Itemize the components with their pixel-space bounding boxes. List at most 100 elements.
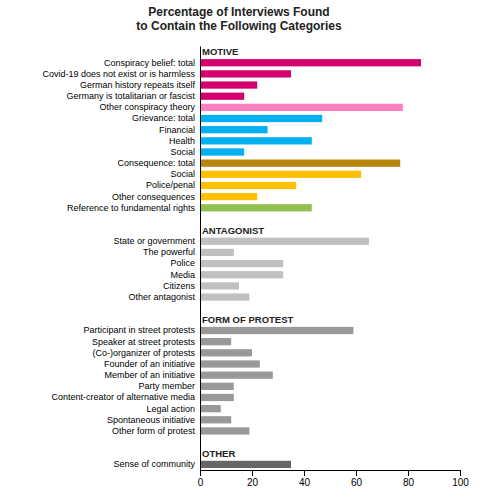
- y-tick: Member of an initiative: [104, 370, 200, 380]
- y-tick-label: Covid-19 does not exist or is harmless: [42, 69, 195, 79]
- bar: [200, 271, 283, 278]
- x-tick-mark: [200, 470, 201, 476]
- bar: [200, 70, 291, 77]
- y-tick-label: Grievance: total: [132, 113, 195, 123]
- y-tick-label: Sense of community: [113, 459, 195, 469]
- y-tick: Content-creator of alternative media: [51, 392, 200, 402]
- bar: [200, 260, 283, 267]
- y-tick: Covid-19 does not exist or is harmless: [42, 69, 200, 79]
- y-tick: Other antagonist: [128, 292, 200, 302]
- bar: [200, 282, 239, 289]
- y-tick: Other consequences: [112, 192, 200, 202]
- headers: MOTIVEANTAGONISTFORM OF PROTESTOTHER: [202, 46, 294, 459]
- x-tick-mark: [252, 470, 253, 476]
- bar: [200, 416, 231, 423]
- bar: [200, 160, 400, 167]
- x-tick-mark: [408, 470, 409, 476]
- bar: [200, 383, 234, 390]
- y-tick: Conspiracy belief: total: [104, 58, 200, 68]
- bar: [200, 59, 421, 66]
- x-tick-label: 80: [403, 477, 415, 488]
- section-header: ANTAGONIST: [202, 225, 264, 236]
- y-tick-label: Health: [169, 136, 195, 146]
- x-tick-mark: [356, 470, 357, 476]
- plot: 0 20 40 60 80 100 Conspiracy belief: totalCovi…: [42, 46, 469, 488]
- y-axis-line: [200, 47, 201, 471]
- y-tick-label: Spontaneous initiative: [107, 415, 195, 425]
- x-tick-label: 100: [452, 477, 469, 488]
- bar: [200, 394, 234, 401]
- bar: [200, 193, 257, 200]
- section-header: OTHER: [202, 448, 235, 459]
- y-tick: Sense of community: [113, 459, 200, 469]
- bar: [200, 204, 312, 211]
- bar: [200, 171, 361, 178]
- chart: Percentage of Interviews Foundto Contain…: [0, 0, 478, 500]
- y-tick: Grievance: total: [132, 113, 200, 123]
- bar: [200, 405, 221, 412]
- y-tick: Health: [169, 136, 200, 146]
- x-tick-label: 0: [198, 477, 204, 488]
- y-tick-label: Member of an initiative: [104, 370, 195, 380]
- title-line: to Contain the Following Categories: [136, 19, 342, 33]
- y-tick: Media: [170, 270, 200, 280]
- y-tick-label: (Co-)organizer of protests: [92, 348, 195, 358]
- y-tick-label: Social: [170, 147, 195, 157]
- y-tick: Police/penal: [146, 180, 200, 190]
- y-tick-label: Social: [170, 169, 195, 179]
- bar: [200, 137, 312, 144]
- y-tick: Social: [170, 147, 200, 157]
- y-tick-label: Other antagonist: [128, 292, 195, 302]
- y-tick: State or government: [113, 236, 200, 246]
- y-tick-label: German history repeats itself: [80, 80, 196, 90]
- y-tick-label: Conspiracy belief: total: [104, 58, 195, 68]
- bar: [200, 104, 403, 111]
- y-tick: Social: [170, 169, 200, 179]
- bar: [200, 115, 322, 122]
- y-tick: Police: [170, 258, 200, 268]
- y-tick-label: Reference to fundamental rights: [67, 203, 196, 213]
- y-tick: German history repeats itself: [80, 80, 200, 90]
- y-tick-label: Party member: [138, 381, 195, 391]
- bar: [200, 461, 291, 468]
- bar: [200, 249, 234, 256]
- x-tick: 80: [403, 470, 415, 488]
- x-tick: 60: [351, 470, 363, 488]
- y-tick: Participant in street protests: [83, 325, 200, 335]
- title-line: Percentage of Interviews Found: [148, 5, 329, 19]
- title: Percentage of Interviews Foundto Contain…: [136, 5, 342, 33]
- y-tick-label: Police: [170, 258, 195, 268]
- y-tick-label: Citizens: [163, 281, 196, 291]
- bar: [200, 182, 296, 189]
- x-tick: 0: [198, 470, 204, 488]
- y-tick: Party member: [138, 381, 200, 391]
- x-tick-mark: [304, 470, 305, 476]
- bar: [200, 349, 252, 356]
- y-tick-label: The powerful: [143, 247, 195, 257]
- bar: [200, 126, 268, 133]
- y-tick-label: Legal action: [146, 404, 195, 414]
- y-tick: Other conspiracy theory: [99, 102, 200, 112]
- y-tick: Financial: [159, 125, 200, 135]
- y-tick-label: Content-creator of alternative media: [51, 392, 195, 402]
- y-tick: Speaker at street protests: [92, 337, 200, 347]
- bar: [200, 293, 249, 300]
- y-tick: Founder of an initiative: [104, 359, 200, 369]
- y-tick-label: State or government: [113, 236, 195, 246]
- y-tick-label: Financial: [159, 125, 195, 135]
- x-tick-label: 40: [299, 477, 311, 488]
- x-tick-label: 20: [247, 477, 259, 488]
- bar: [200, 238, 369, 245]
- y-tick-label: Participant in street protests: [83, 325, 195, 335]
- section-header: MOTIVE: [202, 46, 238, 57]
- x-tick: 100: [452, 470, 469, 488]
- y-tick-label: Other form of protest: [112, 426, 196, 436]
- y-tick: Reference to fundamental rights: [67, 203, 200, 213]
- y-tick: Legal action: [146, 404, 200, 414]
- y-tick-label: Germany is totalitarian or fascist: [66, 91, 195, 101]
- bar: [200, 427, 249, 434]
- y-tick-label: Founder of an initiative: [104, 359, 195, 369]
- x-tick: 40: [299, 470, 311, 488]
- y-tick: Consequence: total: [117, 158, 200, 168]
- y-tick: Other form of protest: [112, 426, 200, 436]
